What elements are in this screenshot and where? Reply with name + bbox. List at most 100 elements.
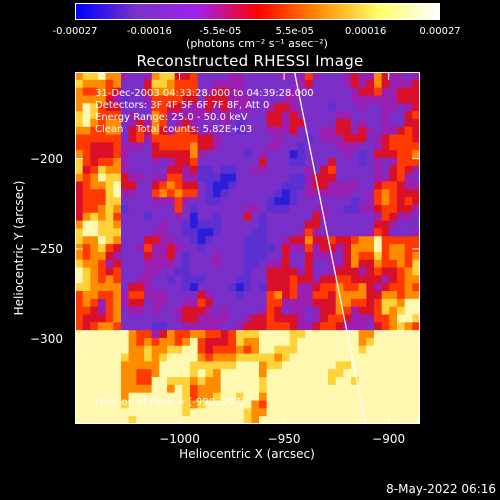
heatmap-cell (381, 322, 390, 331)
energy-range-label: Energy Range: 25.0 - 50.0 keV (95, 112, 248, 123)
heatmap-cell (197, 150, 206, 159)
heatmap-cell (320, 165, 329, 175)
heatmap-cell (381, 259, 390, 268)
heatmap-cell (159, 220, 168, 229)
heatmap-cell (312, 79, 321, 89)
heatmap-cell (190, 126, 199, 135)
heatmap-cell (374, 400, 383, 409)
heatmap-cell (213, 244, 222, 253)
heatmap-cell (335, 87, 344, 96)
heatmap-cell (197, 95, 206, 104)
heatmap-cell (389, 251, 398, 261)
heatmap-cell (90, 298, 99, 308)
heatmap-cell (98, 181, 107, 190)
heatmap-cell (220, 173, 229, 182)
heatmap-cell (335, 267, 344, 276)
heatmap-cell (220, 79, 229, 89)
heatmap-cell (82, 181, 91, 190)
heatmap-cell (190, 251, 199, 261)
heatmap-cell (320, 142, 329, 151)
heatmap-cell (358, 298, 367, 308)
heatmap-cell (159, 95, 168, 104)
heatmap-cell (374, 95, 383, 104)
heatmap-cell (236, 361, 245, 370)
heatmap-cell (121, 400, 130, 409)
heatmap-cell (220, 134, 229, 143)
heatmap-cell (197, 283, 206, 292)
heatmap-cell (105, 369, 114, 378)
heatmap-cell (113, 103, 122, 112)
heatmap-cell (251, 244, 260, 253)
heatmap-cell (136, 197, 145, 206)
heatmap-cell (381, 204, 390, 214)
heatmap-cell (412, 220, 420, 229)
heatmap-cell (220, 259, 229, 268)
heatmap-cell (297, 408, 306, 417)
heatmap-cell (82, 103, 91, 112)
heatmap-cell (335, 142, 344, 151)
heatmap-cell (358, 377, 367, 386)
heatmap-cell (113, 134, 122, 143)
heatmap-cell (259, 126, 268, 135)
heatmap-cell (136, 251, 145, 261)
heatmap-cell (389, 165, 398, 175)
heatmap-cell (343, 197, 352, 206)
heatmap-cell (190, 220, 199, 229)
heatmap-cell (282, 337, 291, 347)
heatmap-cell (397, 259, 406, 268)
heatmap-cell (328, 212, 337, 222)
heatmap-cell (75, 369, 84, 378)
heatmap-cell (90, 236, 99, 245)
heatmap-cell (98, 134, 107, 143)
heatmap-cell (113, 408, 122, 417)
heatmap-cell (136, 330, 145, 339)
heatmap-cell (289, 165, 298, 175)
heatmap-cell (75, 291, 84, 300)
heatmap-cell (412, 291, 420, 300)
heatmap-cell (128, 118, 137, 128)
heatmap-cell (82, 87, 91, 96)
heatmap-cell (228, 384, 237, 394)
heatmap-cell (228, 212, 237, 222)
heatmap-cell (389, 173, 398, 182)
heatmap-cell (312, 72, 321, 81)
heatmap-cell (251, 189, 260, 198)
heatmap-cell (358, 353, 367, 362)
heatmap-cell (374, 369, 383, 378)
heatmap-cell (220, 236, 229, 245)
heatmap-cell (266, 212, 275, 222)
heatmap-cell (366, 353, 375, 362)
heatmap-cell (121, 353, 130, 362)
heatmap-cell (190, 181, 199, 190)
heatmap-cell (190, 298, 199, 308)
heatmap-cell (121, 158, 130, 167)
heatmap-cell (182, 142, 191, 151)
heatmap-cell (182, 337, 191, 347)
heatmap-cell (182, 369, 191, 378)
heatmap-cell (213, 150, 222, 159)
heatmap-cell (297, 134, 306, 143)
heatmap-cell (197, 111, 206, 120)
heatmap-cell (343, 392, 352, 401)
heatmap-cell (190, 361, 199, 370)
heatmap-cell (305, 283, 314, 292)
heatmap-cell (182, 165, 191, 175)
heatmap-cell (144, 361, 153, 370)
heatmap-cell (75, 95, 84, 104)
heatmap-cell (320, 251, 329, 261)
heatmap-cell (82, 79, 91, 89)
heatmap-cell (312, 337, 321, 347)
heatmap-cell (136, 377, 145, 386)
heatmap-cell (205, 173, 214, 182)
heatmap-cell (389, 228, 398, 237)
heatmap-cell (412, 212, 420, 222)
heatmap-cell (374, 173, 383, 182)
heatmap-cell (297, 306, 306, 315)
heatmap-cell (151, 189, 160, 198)
heatmap-cell (174, 291, 183, 300)
heatmap-cell (75, 400, 84, 409)
heatmap-cell (213, 322, 222, 331)
heatmap-cell (98, 392, 107, 401)
heatmap-cell (328, 306, 337, 315)
heatmap-cell (190, 197, 199, 206)
